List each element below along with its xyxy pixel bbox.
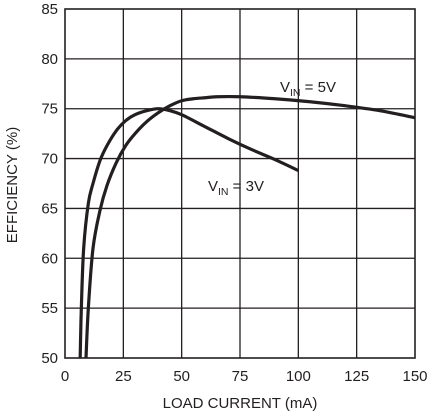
x-tick-label: 50 [173, 368, 190, 385]
x-tick-label: 25 [115, 368, 132, 385]
y-tick-label: 75 [41, 101, 58, 118]
x-tick-label: 125 [344, 368, 369, 385]
x-tick-label: 75 [232, 368, 249, 385]
series-group [78, 94, 416, 359]
series-label-vin-3v: VIN = 3V [208, 178, 264, 198]
y-tick-label: 80 [41, 51, 58, 68]
y-tick-label: 55 [41, 300, 58, 317]
x-tick-label: 100 [286, 368, 311, 385]
series-line-vin-5v [84, 94, 416, 359]
y-tick-label: 60 [41, 250, 58, 267]
x-tick-label: 150 [402, 368, 427, 385]
tick-labels: 0 25 50 75 100 125 150 50 55 60 65 70 75 80 85 [41, 1, 427, 385]
y-tick-label: 85 [41, 1, 58, 18]
x-axis-label: LOAD CURRENT (mA) [163, 395, 318, 412]
series-label-vin-5v: VIN = 5V [280, 79, 336, 99]
plot-frame [64, 8, 416, 359]
y-tick-label: 65 [41, 200, 58, 217]
x-tick-label: 0 [61, 368, 69, 385]
y-axis-label: EFFICIENCY (%) [4, 127, 21, 243]
series-line-vin-3v [78, 107, 300, 359]
y-tick-label: 50 [41, 350, 58, 367]
y-tick-label: 70 [41, 151, 58, 168]
